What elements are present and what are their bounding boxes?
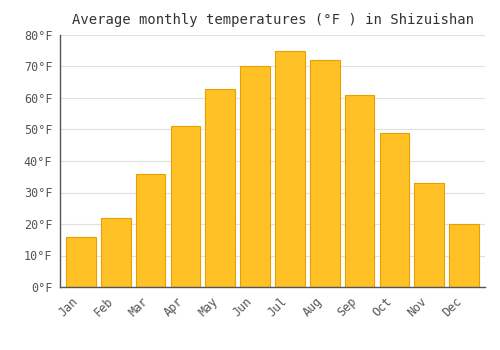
Title: Average monthly temperatures (°F ) in Shizuishan: Average monthly temperatures (°F ) in Sh… (72, 13, 473, 27)
Bar (310, 60, 340, 287)
Bar (240, 66, 270, 287)
Bar (450, 224, 479, 287)
Bar (101, 218, 130, 287)
Bar (275, 51, 304, 287)
Bar (206, 89, 235, 287)
Bar (66, 237, 96, 287)
Bar (345, 95, 374, 287)
Bar (414, 183, 444, 287)
Bar (170, 126, 200, 287)
Bar (380, 133, 409, 287)
Bar (136, 174, 166, 287)
